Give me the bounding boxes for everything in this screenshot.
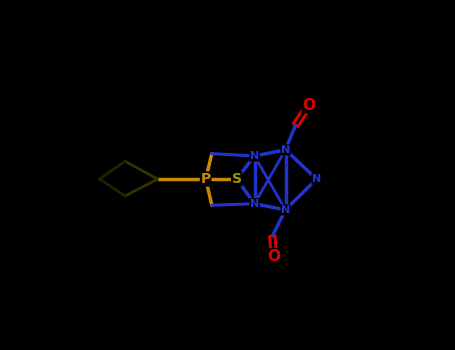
Text: N: N: [250, 151, 259, 161]
Text: S: S: [232, 172, 242, 186]
Text: N: N: [281, 145, 290, 155]
Text: P: P: [201, 172, 211, 186]
Text: O: O: [302, 98, 315, 113]
Text: N: N: [281, 205, 290, 215]
Text: O: O: [268, 248, 280, 264]
Text: N: N: [250, 199, 259, 209]
Text: N: N: [312, 174, 321, 184]
